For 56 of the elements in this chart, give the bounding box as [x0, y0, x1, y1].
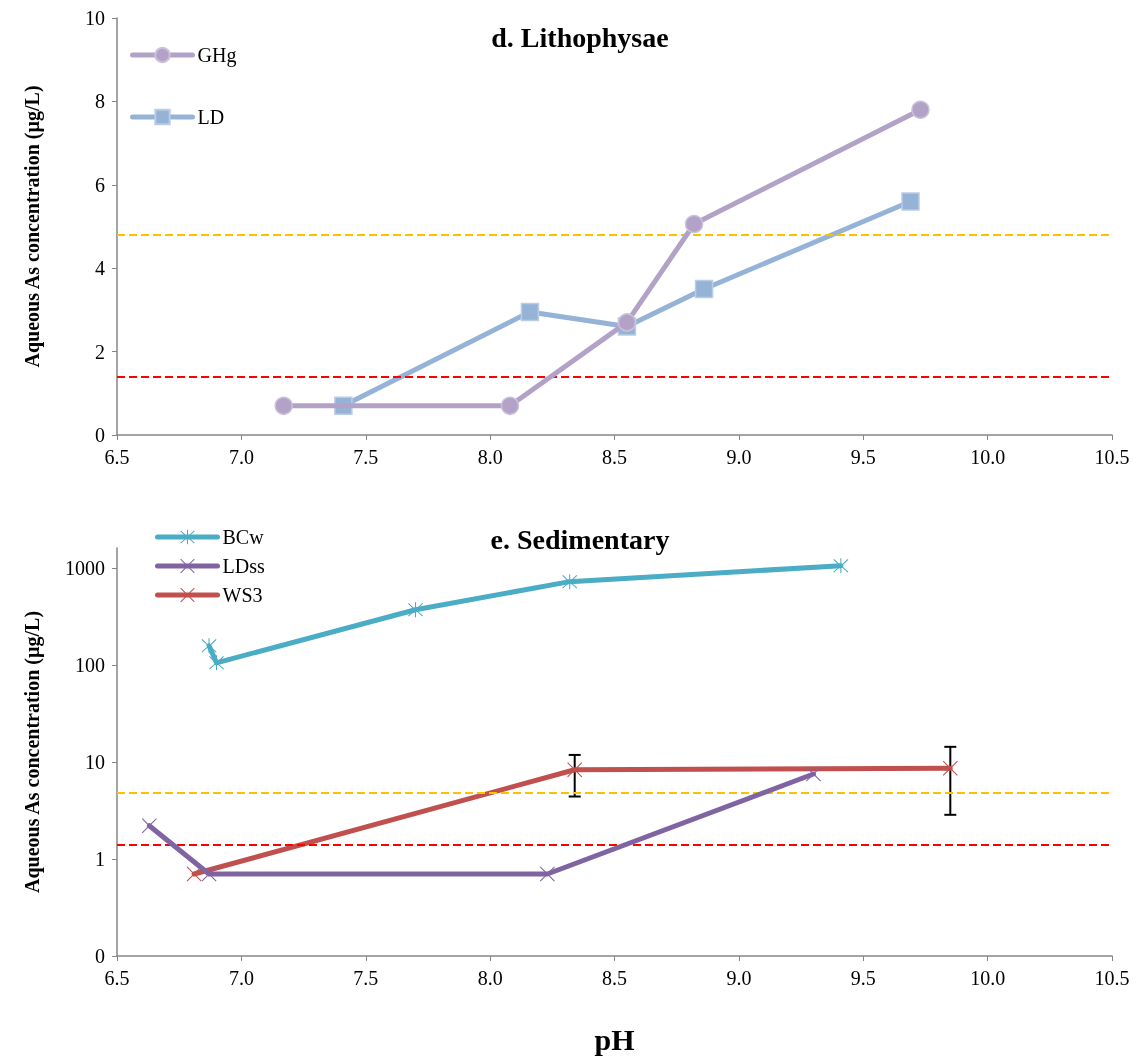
- point: [694, 279, 714, 299]
- point: [201, 638, 217, 654]
- y-tick-label: 0: [95, 945, 105, 967]
- point: [408, 602, 423, 618]
- y-tick-label: 1000: [65, 556, 105, 579]
- point: [901, 192, 920, 211]
- y-tick-label: 0: [95, 424, 105, 446]
- x-tick-label: 8.0: [477, 967, 503, 989]
- chart-title: d. Lithophysae: [491, 21, 669, 53]
- y-tick-label: 100: [75, 653, 105, 676]
- x-tick-label: 6.5: [104, 967, 130, 989]
- point: [567, 762, 583, 778]
- legend-label: BCw: [222, 526, 265, 548]
- y-tick-label: 8: [95, 90, 105, 113]
- y-tick-label: 2: [95, 340, 105, 363]
- x-axis-title: pH: [594, 1022, 635, 1056]
- point: [617, 313, 637, 332]
- x-tick-label: 9.0: [726, 446, 752, 468]
- x-tick-label: 10.5: [1094, 446, 1130, 468]
- y-tick-label: 10: [85, 7, 105, 29]
- point: [833, 558, 849, 574]
- legend-label: GHg: [197, 44, 237, 67]
- y-tick-label: 1: [95, 847, 105, 870]
- point: [911, 100, 930, 119]
- x-tick-label: 10.0: [970, 446, 1006, 468]
- x-tick-label: 7.0: [228, 967, 254, 989]
- x-tick-label: 8.5: [602, 967, 627, 989]
- x-tick-label: 9.5: [850, 967, 876, 989]
- x-tick-label: 8.0: [477, 446, 503, 468]
- point: [942, 760, 958, 776]
- chart-title: e. Sedimentary: [490, 523, 670, 555]
- point: [562, 574, 578, 590]
- point: [520, 302, 540, 322]
- point: [500, 396, 520, 416]
- legend-label: LD: [197, 106, 225, 128]
- y-tick-label: 10: [85, 750, 105, 773]
- x-tick-label: 7.5: [353, 446, 379, 468]
- point: [684, 214, 704, 234]
- x-tick-label: 7.5: [353, 967, 379, 989]
- x-tick-label: 8.5: [602, 446, 627, 468]
- x-tick-label: 6.5: [104, 446, 130, 468]
- point: [806, 766, 821, 782]
- x-tick-label: 10.0: [970, 967, 1006, 989]
- x-tick-label: 10.5: [1094, 967, 1130, 989]
- legend-label: WS3: [222, 584, 263, 606]
- y-axis-title: Aqueous As concentration (µg/L): [21, 85, 44, 368]
- point: [539, 866, 555, 882]
- x-tick-label: 9.0: [726, 967, 752, 989]
- x-tick-label: 7.0: [228, 446, 254, 468]
- point: [141, 818, 157, 834]
- y-tick-label: 4: [95, 257, 105, 280]
- y-tick-label: 6: [95, 173, 105, 196]
- x-tick-label: 9.5: [850, 446, 876, 468]
- point: [274, 396, 293, 416]
- y-axis-title: Aqueous As concentration (µg/L): [21, 610, 44, 894]
- legend-label: LDss: [222, 555, 265, 577]
